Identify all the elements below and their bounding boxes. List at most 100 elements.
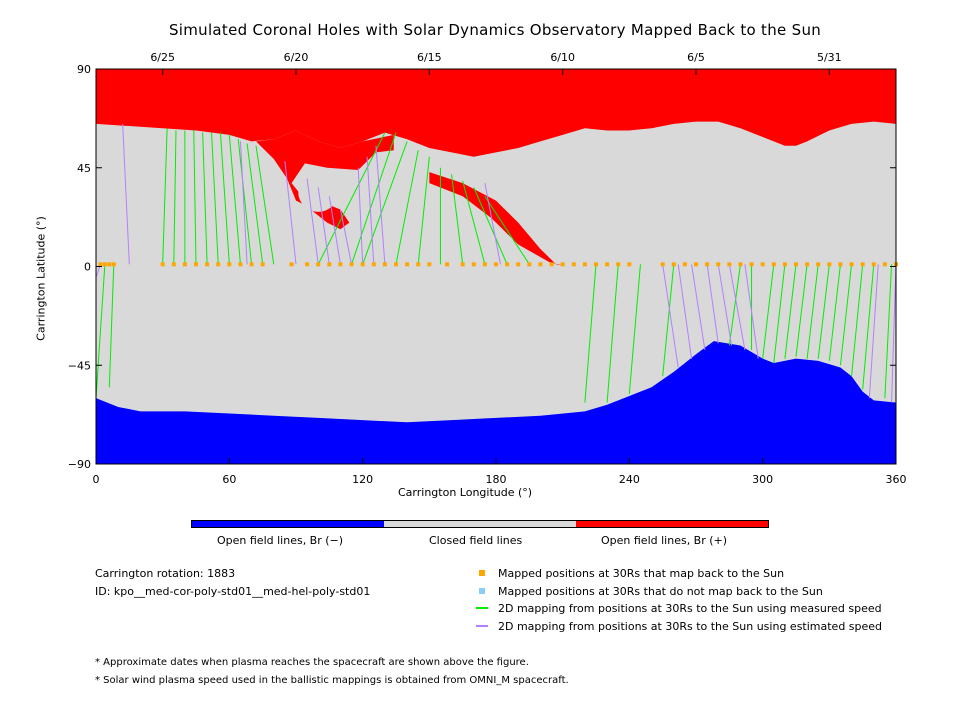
plot-area xyxy=(96,69,896,464)
note-omni: * Solar wind plasma speed used in the ba… xyxy=(95,675,569,686)
mapped-point xyxy=(494,262,498,267)
measured-mapping-line xyxy=(451,174,464,265)
mapped-point xyxy=(394,262,398,267)
legend-estimated-line xyxy=(476,625,488,627)
note-dates: * Approximate dates when plasma reaches … xyxy=(95,657,529,668)
legend-measured-line xyxy=(476,607,488,609)
measured-mapping-line xyxy=(95,264,106,399)
measured-mapping-line xyxy=(395,150,419,265)
measured-mapping-line xyxy=(806,264,819,359)
measured-mapping-line xyxy=(228,134,241,265)
mapped-point xyxy=(111,262,116,267)
mapped-point xyxy=(760,262,765,267)
legend-mapped-label: Mapped positions at 30Rs that map back t… xyxy=(498,567,785,580)
mapped-point xyxy=(382,262,387,267)
top-date-label: 6/5 xyxy=(687,51,705,64)
mapped-point xyxy=(694,262,698,267)
measured-mapping-line xyxy=(246,143,264,265)
measured-mapping-line xyxy=(162,128,168,265)
estimated-mapping-line xyxy=(868,264,879,399)
estimated-mapping-line xyxy=(284,161,297,265)
measured-mapping-line xyxy=(255,145,275,265)
estimated-mapping-line xyxy=(366,156,375,265)
y-tick-label: 0 xyxy=(84,261,91,274)
x-tick-label: 120 xyxy=(352,473,373,486)
mapped-point xyxy=(182,262,187,267)
estimated-mapping-line xyxy=(122,123,130,265)
top-date-label: 6/15 xyxy=(417,51,442,64)
mapped-point xyxy=(816,262,821,267)
mapped-point xyxy=(771,262,776,267)
measured-mapping-line xyxy=(211,132,219,265)
x-tick-label: 300 xyxy=(752,473,773,486)
x-tick-label: 60 xyxy=(222,473,236,486)
open-positive-loop xyxy=(256,130,394,230)
mapped-point xyxy=(571,262,576,267)
measured-mapping-line xyxy=(828,264,841,361)
mapped-point xyxy=(305,262,310,267)
mapped-point xyxy=(416,262,421,267)
estimated-mapping-line xyxy=(728,264,746,350)
carrington-rotation: Carrington rotation: 1883 xyxy=(95,567,236,580)
mapped-point xyxy=(482,262,487,267)
colorbar-closed xyxy=(384,521,576,527)
open-positive-filament xyxy=(429,172,568,267)
estimated-mapping-line xyxy=(317,187,330,265)
mapped-point xyxy=(871,262,876,267)
measured-mapping-line xyxy=(317,132,386,265)
legend-not-mapped-label: Mapped positions at 30Rs that do not map… xyxy=(498,585,823,598)
mapped-point xyxy=(316,262,321,267)
mapped-point xyxy=(738,262,743,267)
estimated-mapping-line xyxy=(306,178,319,265)
x-tick-label: 360 xyxy=(886,473,907,486)
mapped-point xyxy=(349,262,354,267)
measured-mapping-line xyxy=(817,264,830,359)
estimated-mapping-line xyxy=(357,167,364,265)
y-axis-label: Carrington Latitude (°) xyxy=(34,216,48,341)
mapped-point xyxy=(338,262,343,267)
run-id: ID: kpo__med-cor-poly-std01__med-hel-pol… xyxy=(95,585,371,598)
mapped-point xyxy=(445,262,450,267)
y-tick-label: −45 xyxy=(68,359,91,372)
mapped-point xyxy=(682,262,687,267)
estimated-mapping-line xyxy=(484,183,501,265)
mapped-point xyxy=(582,262,587,267)
mapped-point xyxy=(749,262,754,267)
mapped-point xyxy=(627,262,632,267)
mapped-point xyxy=(538,262,543,267)
mapped-point xyxy=(660,262,665,267)
field-colorbar xyxy=(191,520,769,528)
y-tick-label: 45 xyxy=(77,162,91,175)
mapped-point xyxy=(882,262,887,267)
estimated-mapping-line xyxy=(691,264,706,350)
measured-mapping-line xyxy=(484,196,530,265)
estimated-mapping-line xyxy=(891,264,897,403)
legend-mapped-symbol xyxy=(479,570,485,576)
mapped-point xyxy=(216,262,221,267)
measured-mapping-line xyxy=(884,264,893,399)
measured-mapping-line xyxy=(202,132,208,265)
measured-mapping-line xyxy=(795,264,808,357)
top-date-label: 5/31 xyxy=(817,51,842,64)
mapped-points xyxy=(98,262,898,267)
measured-mapping-line xyxy=(193,130,197,265)
chart-title: Simulated Coronal Holes with Solar Dynam… xyxy=(168,21,822,39)
x-tick-label: 240 xyxy=(619,473,640,486)
mapped-point xyxy=(705,262,710,267)
measured-mapping-line xyxy=(462,180,486,265)
mapped-point xyxy=(405,262,410,267)
estimated-mapping-line xyxy=(328,196,341,265)
estimated-mapping-line xyxy=(375,145,386,265)
mapped-point xyxy=(249,262,254,267)
measured-mapping-line xyxy=(237,139,253,265)
mapped-point xyxy=(849,262,854,267)
measured-mapping-line xyxy=(784,264,797,359)
mapped-point xyxy=(289,262,294,267)
x-tick-label: 0 xyxy=(93,473,100,486)
mapping-lines xyxy=(95,123,897,403)
measured-mapping-line xyxy=(728,264,741,346)
measured-mapping-line xyxy=(862,264,875,390)
top-date-label: 6/25 xyxy=(150,51,175,64)
legend-not-mapped-symbol xyxy=(479,588,485,594)
mapped-point xyxy=(194,262,198,267)
